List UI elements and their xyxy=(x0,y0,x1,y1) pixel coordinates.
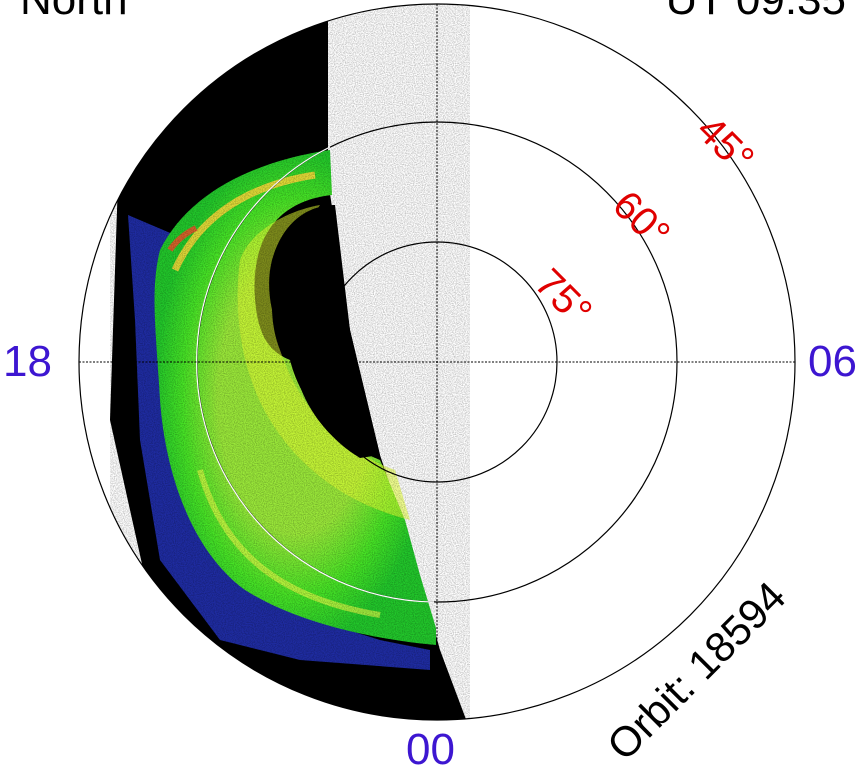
swath-noise xyxy=(110,4,470,720)
mlt-label-18: 18 xyxy=(3,337,52,386)
ut-time-label: UT 09:35 xyxy=(666,0,846,22)
mlt-crosshair xyxy=(79,4,795,720)
mlt-label-06: 06 xyxy=(808,337,857,386)
auroral-image-swath xyxy=(110,4,470,720)
latitude-circle-60-overlay xyxy=(196,146,435,603)
hemisphere-label: North xyxy=(20,0,128,22)
mlt-label-00: 00 xyxy=(406,725,455,774)
